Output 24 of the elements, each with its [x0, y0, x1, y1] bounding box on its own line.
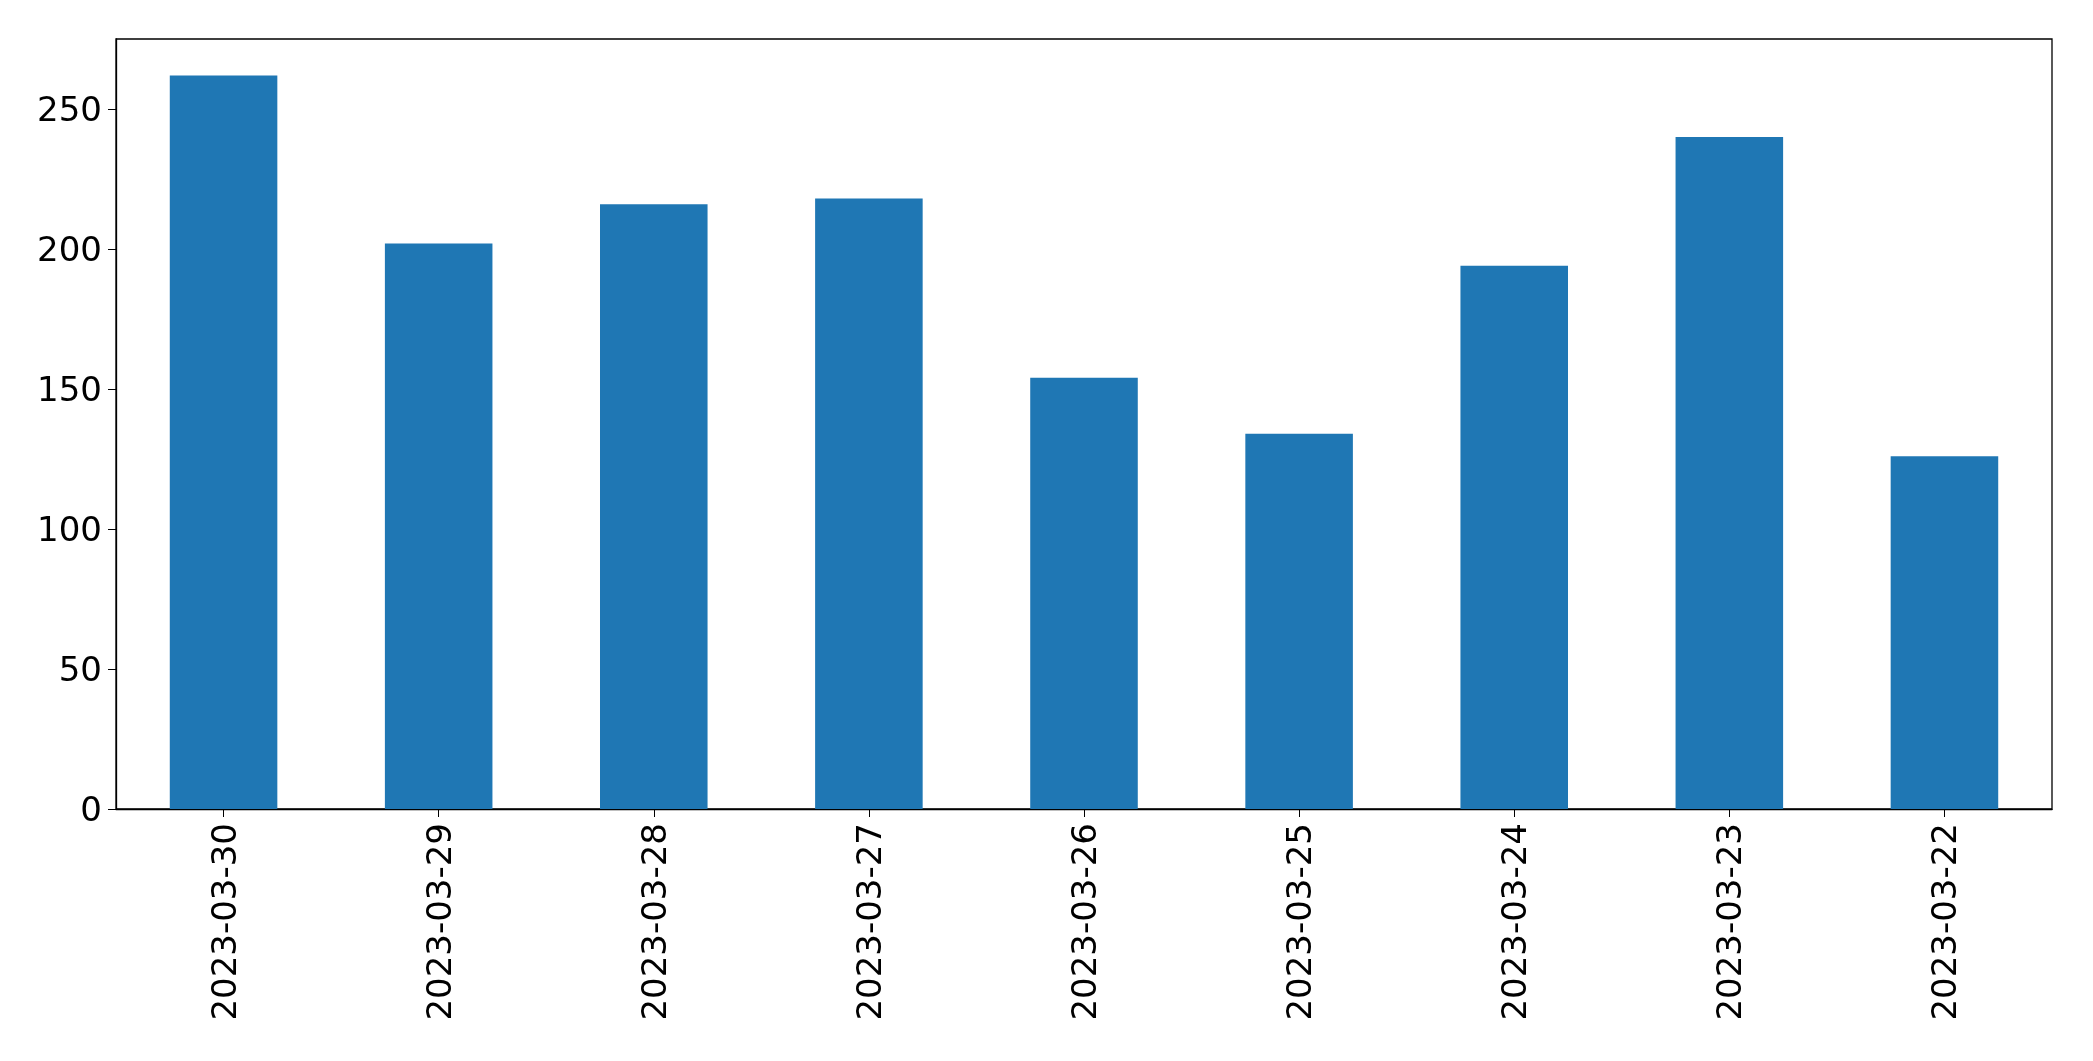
bar — [1245, 433, 1353, 809]
bar — [815, 198, 923, 809]
bar — [169, 75, 278, 809]
x-tick-label: 2023-03-30 — [203, 823, 244, 1021]
y-tick-label: 250 — [37, 89, 102, 129]
bar — [1030, 377, 1138, 809]
bar — [1675, 137, 1784, 809]
bar — [384, 243, 493, 809]
x-tick-label: 2023-03-26 — [1064, 823, 1104, 1021]
y-tick-label: 200 — [37, 229, 102, 269]
x-tick-label: 2023-03-25 — [1279, 823, 1320, 1021]
x-tick-label: 2023-03-28 — [633, 823, 674, 1021]
bar — [600, 204, 708, 809]
x-tick-label: 2023-03-27 — [848, 823, 889, 1021]
bar — [1890, 456, 1999, 809]
y-tick-label: 50 — [58, 649, 102, 689]
x-tick-label: 2023-03-29 — [418, 823, 459, 1021]
x-tick-label: 2023-03-23 — [1709, 823, 1750, 1021]
y-tick-label: 100 — [37, 509, 102, 549]
x-tick-label: 2023-03-24 — [1494, 823, 1535, 1021]
y-tick-label: 0 — [80, 789, 102, 829]
x-tick-label: 2023-03-22 — [1924, 823, 1965, 1021]
bar — [1460, 265, 1568, 809]
y-tick-label: 150 — [37, 369, 102, 409]
